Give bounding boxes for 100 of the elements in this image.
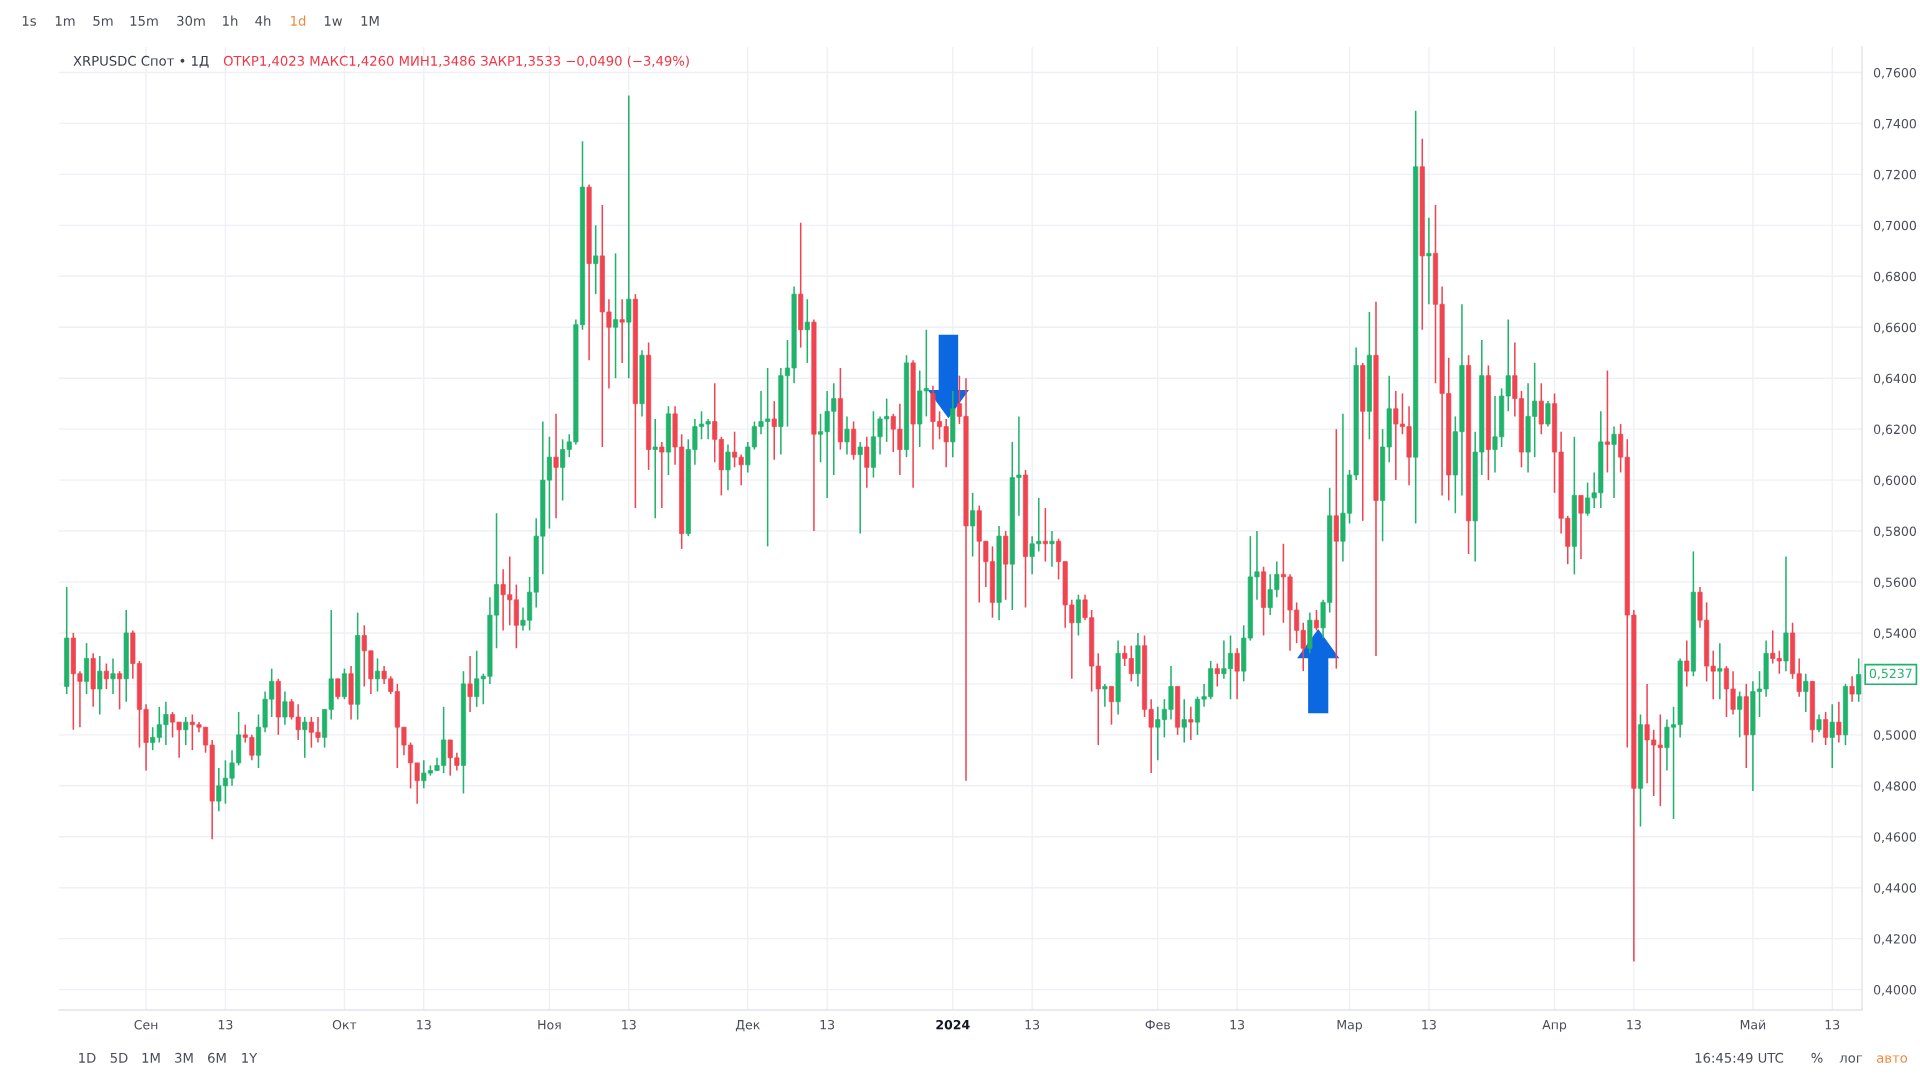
candlestick xyxy=(1538,382,1544,436)
candlestick xyxy=(1108,685,1115,726)
candlestick xyxy=(593,224,599,295)
candlestick xyxy=(335,678,341,700)
text: 1M xyxy=(142,1053,160,1063)
y-tick-label: 0,5600 xyxy=(1873,577,1917,589)
candlestick xyxy=(110,657,116,695)
candlestick xyxy=(1188,706,1194,741)
candlestick xyxy=(844,415,850,456)
y-tick-label: 0,7200 xyxy=(1873,169,1917,181)
text: 16:45:49 UTC xyxy=(1695,1052,1784,1063)
candlestick xyxy=(626,94,632,379)
candlestick xyxy=(1849,675,1855,703)
candlestick xyxy=(117,670,123,711)
candlestick xyxy=(1234,647,1240,700)
text: 6M xyxy=(208,1052,226,1063)
text: 1w xyxy=(324,16,343,26)
candlestick xyxy=(1611,425,1617,499)
x-tick-label: 13 xyxy=(622,1019,636,1030)
y-tick-label: 0,4200 xyxy=(1873,934,1917,945)
candlestick xyxy=(1333,428,1339,670)
candlestick xyxy=(341,667,347,700)
x-tick-label: 13 xyxy=(1825,1019,1840,1030)
x-tick-label: 13 xyxy=(1025,1019,1040,1030)
text: 5m xyxy=(93,16,113,26)
y-tick-label: 0,7000 xyxy=(1873,220,1917,232)
candlestick xyxy=(659,441,665,509)
candlestick xyxy=(1737,690,1743,739)
x-tick-label: Мар xyxy=(1337,1020,1363,1032)
candlestick xyxy=(1578,494,1584,560)
text: 1M xyxy=(361,16,379,26)
candlestick xyxy=(857,441,863,535)
candlestick xyxy=(1545,400,1551,428)
text: 30m xyxy=(177,15,205,26)
candlestick xyxy=(1823,711,1829,746)
candlestick xyxy=(1214,662,1220,688)
candlestick xyxy=(302,716,308,759)
x-tick-label: Ноя xyxy=(538,1020,561,1030)
x-tick-label: Окт xyxy=(332,1019,357,1030)
candlestick xyxy=(613,252,619,379)
x-tick-label: Май xyxy=(1740,1019,1766,1030)
text: XRPUSDC Спот • 1Д xyxy=(73,55,209,68)
x-tick-label: 2024 xyxy=(936,1019,970,1030)
y-tick-label: 0,6800 xyxy=(1873,271,1917,283)
y-tick-label: 0,6400 xyxy=(1873,373,1917,385)
candlestick xyxy=(619,298,625,364)
x-tick-label: Сен xyxy=(134,1019,158,1030)
candlestick xyxy=(97,655,103,716)
y-tick-label: 0,7400 xyxy=(1873,118,1917,130)
text: 1s xyxy=(22,16,36,26)
candlestick xyxy=(1102,683,1108,708)
x-tick-label: 13 xyxy=(1230,1019,1245,1030)
y-tick-label: 0,5000 xyxy=(1873,730,1917,742)
y-tick-label: 0,5800 xyxy=(1873,526,1917,538)
y-tick-label: 0,6600 xyxy=(1873,322,1917,334)
text: 5D xyxy=(110,1053,128,1063)
candlestick xyxy=(1075,593,1081,637)
text: 3M xyxy=(175,1052,193,1063)
text: 1D xyxy=(79,1053,96,1063)
x-tick-label: 13 xyxy=(1627,1019,1641,1030)
candlestick xyxy=(1181,698,1187,744)
candlestick xyxy=(1803,672,1809,713)
y-tick-label: 0,4600 xyxy=(1873,832,1917,843)
candlestick xyxy=(1829,703,1835,769)
x-tick-label: 13 xyxy=(218,1019,233,1030)
x-tick-label: Апр xyxy=(1542,1020,1567,1032)
candlestick xyxy=(84,642,90,695)
text: 0,5237 xyxy=(1869,668,1912,680)
candlestick xyxy=(1836,700,1842,744)
candlestick xyxy=(553,413,559,520)
candlestick xyxy=(725,443,731,492)
candlestick xyxy=(183,716,189,746)
y-tick-label: 0,7600 xyxy=(1873,67,1917,79)
candlestick xyxy=(374,657,381,693)
text: 1d xyxy=(291,15,306,26)
candlestick xyxy=(1684,639,1690,688)
candlestick xyxy=(771,400,777,461)
candlestick xyxy=(1426,216,1432,306)
x-tick-label: Фев xyxy=(1145,1020,1170,1030)
y-tick-label: 0,4400 xyxy=(1873,883,1917,894)
x-tick-label: 13 xyxy=(1422,1019,1436,1030)
text: авто xyxy=(1876,1055,1908,1063)
y-tick-label: 0,5400 xyxy=(1873,628,1917,640)
candlestick xyxy=(1856,657,1862,703)
x-tick-label: 13 xyxy=(417,1019,431,1030)
text: 1m xyxy=(55,16,75,26)
y-tick-label: 0,4000 xyxy=(1873,985,1917,996)
candlestick xyxy=(103,662,109,690)
x-tick-label: 13 xyxy=(820,1019,835,1030)
candlestick xyxy=(282,690,288,726)
text: ОТКР1,4023 МАКС1,4260 МИН1,3486 ЗАКР1,3533 −0,0490 (−3,49%) xyxy=(223,55,689,68)
x-tick-label: Дек xyxy=(735,1020,760,1032)
candlestick xyxy=(652,418,658,520)
candlestick xyxy=(1604,369,1610,474)
candlestick xyxy=(804,298,810,364)
text: 15m xyxy=(130,16,158,26)
text: 4h xyxy=(255,15,271,26)
y-tick-label: 0,6000 xyxy=(1873,475,1917,487)
candlestick xyxy=(1313,609,1319,632)
text: 1Y xyxy=(242,1053,258,1063)
